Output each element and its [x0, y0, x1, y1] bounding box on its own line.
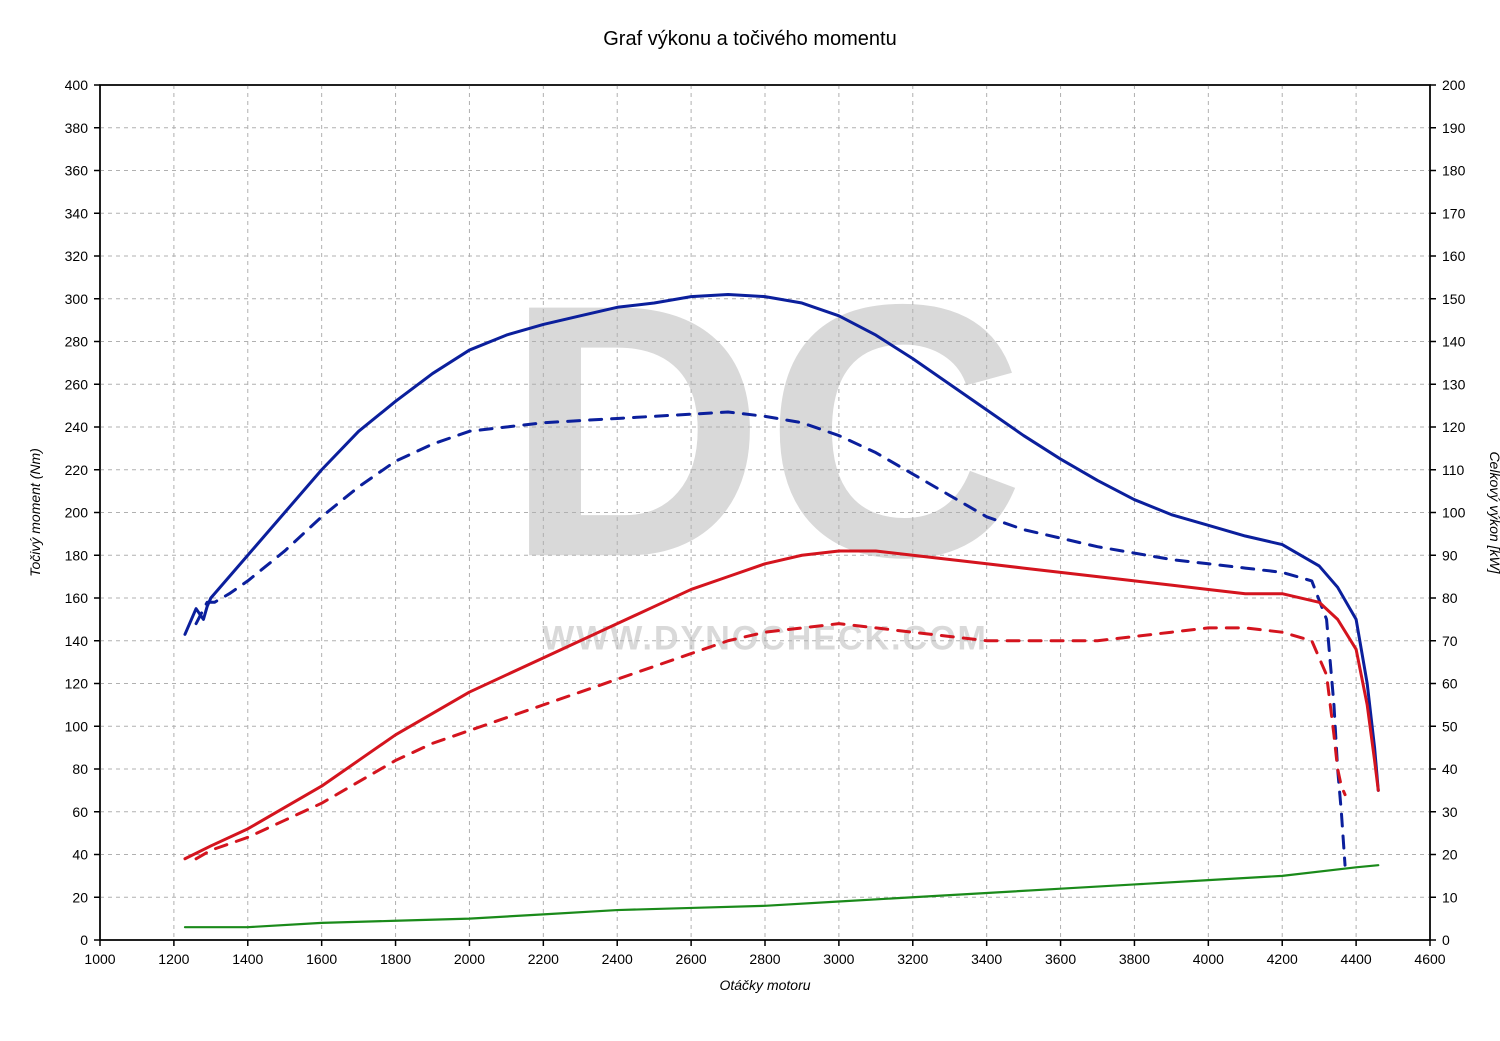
svg-text:240: 240 — [65, 419, 89, 435]
svg-text:20: 20 — [72, 889, 88, 905]
svg-text:1400: 1400 — [232, 951, 263, 967]
svg-text:2800: 2800 — [749, 951, 780, 967]
svg-text:180: 180 — [1442, 163, 1466, 179]
svg-text:3000: 3000 — [823, 951, 854, 967]
svg-text:180: 180 — [65, 547, 89, 563]
svg-text:190: 190 — [1442, 120, 1466, 136]
svg-text:100: 100 — [65, 718, 89, 734]
svg-text:220: 220 — [65, 462, 89, 478]
svg-text:20: 20 — [1442, 847, 1458, 863]
svg-text:4600: 4600 — [1414, 951, 1445, 967]
svg-text:40: 40 — [72, 847, 88, 863]
svg-text:0: 0 — [1442, 932, 1450, 948]
svg-text:130: 130 — [1442, 376, 1466, 392]
svg-text:2600: 2600 — [676, 951, 707, 967]
svg-text:100: 100 — [1442, 505, 1466, 521]
svg-text:1600: 1600 — [306, 951, 337, 967]
svg-text:2200: 2200 — [528, 951, 559, 967]
chart-svg: DCWWW.DYNOCHECK.COM100012001400160018002… — [0, 0, 1500, 1041]
svg-text:120: 120 — [65, 676, 89, 692]
svg-text:0: 0 — [80, 932, 88, 948]
svg-text:280: 280 — [65, 334, 89, 350]
svg-text:170: 170 — [1442, 205, 1466, 221]
svg-text:90: 90 — [1442, 547, 1458, 563]
svg-text:50: 50 — [1442, 718, 1458, 734]
svg-text:30: 30 — [1442, 804, 1458, 820]
svg-text:2400: 2400 — [602, 951, 633, 967]
svg-text:320: 320 — [65, 248, 89, 264]
svg-text:160: 160 — [65, 590, 89, 606]
svg-text:3400: 3400 — [971, 951, 1002, 967]
svg-text:300: 300 — [65, 291, 89, 307]
chart-title: Graf výkonu a točivého momentu — [0, 28, 1500, 51]
svg-text:1800: 1800 — [380, 951, 411, 967]
svg-text:160: 160 — [1442, 248, 1466, 264]
svg-text:80: 80 — [1442, 590, 1458, 606]
svg-text:80: 80 — [72, 761, 88, 777]
svg-text:3200: 3200 — [897, 951, 928, 967]
svg-text:10: 10 — [1442, 889, 1458, 905]
svg-text:260: 260 — [65, 376, 89, 392]
svg-text:Otáčky motoru: Otáčky motoru — [719, 977, 810, 993]
svg-text:70: 70 — [1442, 633, 1458, 649]
svg-text:3600: 3600 — [1045, 951, 1076, 967]
svg-text:Celkový výkon [kW]: Celkový výkon [kW] — [1487, 451, 1500, 574]
svg-text:4400: 4400 — [1341, 951, 1372, 967]
svg-text:360: 360 — [65, 163, 89, 179]
svg-text:110: 110 — [1442, 462, 1465, 478]
svg-text:1200: 1200 — [158, 951, 189, 967]
svg-text:4000: 4000 — [1193, 951, 1224, 967]
svg-text:60: 60 — [72, 804, 88, 820]
svg-text:140: 140 — [1442, 334, 1466, 350]
dyno-chart: Graf výkonu a točivého momentu DCWWW.DYN… — [0, 0, 1500, 1041]
svg-text:150: 150 — [1442, 291, 1466, 307]
svg-text:120: 120 — [1442, 419, 1466, 435]
svg-text:4200: 4200 — [1267, 951, 1298, 967]
svg-text:200: 200 — [65, 505, 89, 521]
svg-text:380: 380 — [65, 120, 89, 136]
svg-text:400: 400 — [65, 77, 89, 93]
svg-text:340: 340 — [65, 205, 89, 221]
svg-text:3800: 3800 — [1119, 951, 1150, 967]
svg-text:60: 60 — [1442, 676, 1458, 692]
svg-text:Točivý moment (Nm): Točivý moment (Nm) — [27, 448, 43, 577]
svg-text:2000: 2000 — [454, 951, 485, 967]
svg-text:200: 200 — [1442, 77, 1466, 93]
svg-text:1000: 1000 — [84, 951, 115, 967]
svg-text:40: 40 — [1442, 761, 1458, 777]
svg-text:140: 140 — [65, 633, 89, 649]
